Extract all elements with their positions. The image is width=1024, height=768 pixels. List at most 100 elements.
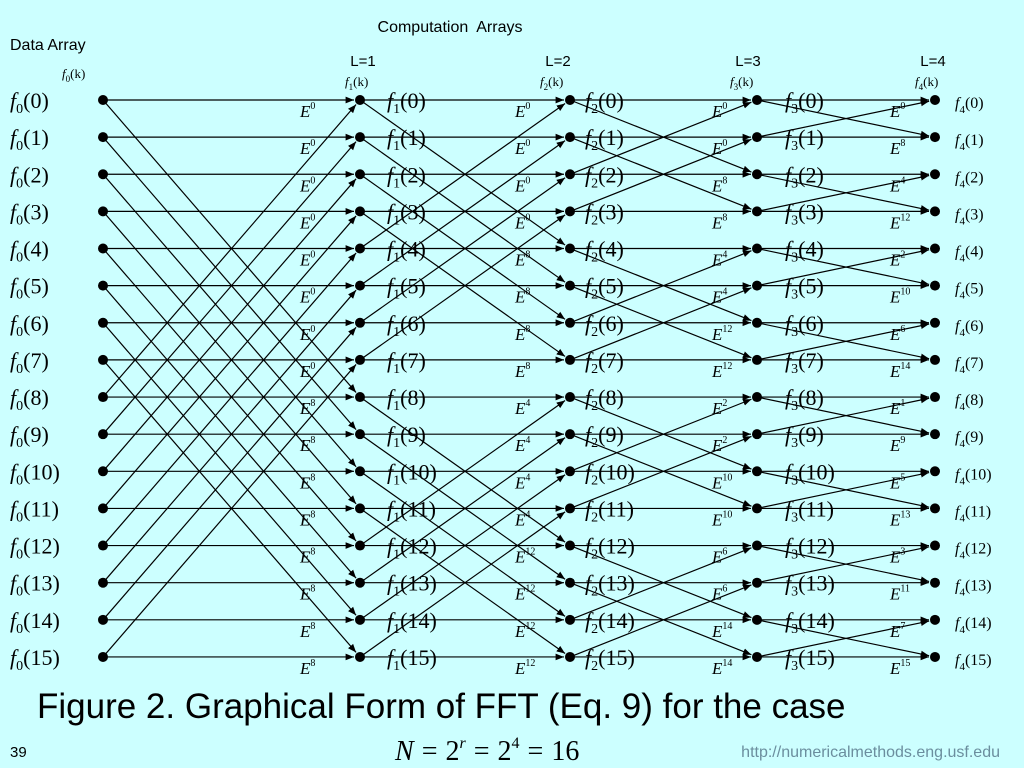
twiddle-base: E bbox=[889, 622, 901, 641]
butterfly-edge bbox=[569, 250, 752, 324]
column-subscript: 3 bbox=[791, 399, 798, 414]
header-arg: (k) bbox=[353, 74, 368, 89]
node-arg: (15) bbox=[965, 652, 992, 669]
twiddle-base: E bbox=[889, 510, 901, 529]
twiddle-base: E bbox=[514, 473, 526, 492]
twiddle-label: E12 bbox=[514, 584, 535, 604]
node-label: f2(2) bbox=[585, 162, 624, 191]
twiddle-base: E bbox=[711, 213, 723, 232]
node bbox=[752, 540, 762, 551]
butterfly-edge bbox=[359, 136, 566, 283]
function-name: f bbox=[730, 74, 736, 89]
function-name: f bbox=[10, 199, 19, 224]
twiddle-base: E bbox=[514, 102, 526, 121]
node-label: f1(15) bbox=[387, 645, 437, 674]
column-header: f3(k) bbox=[730, 74, 753, 92]
column-subscript: 0 bbox=[16, 213, 23, 228]
function-name: f bbox=[10, 608, 19, 633]
function-name: f bbox=[785, 162, 794, 187]
function-name: f bbox=[10, 571, 19, 596]
node bbox=[752, 429, 762, 440]
node-arg: (5) bbox=[400, 274, 426, 299]
node-arg: (2) bbox=[798, 162, 824, 187]
butterfly-edge bbox=[756, 545, 930, 584]
function-name: f bbox=[785, 311, 794, 336]
title: Computation Arrays bbox=[378, 19, 523, 36]
node-arg: (12) bbox=[598, 534, 635, 559]
butterfly-edge bbox=[359, 511, 566, 658]
column-subscript: 2 bbox=[544, 82, 549, 92]
node-arg: (11) bbox=[798, 496, 834, 521]
level-label: L=2 bbox=[545, 53, 570, 70]
twiddle-exponent: 2 bbox=[722, 435, 727, 446]
node-label: f0(12) bbox=[10, 534, 60, 563]
twiddle-base: E bbox=[514, 176, 526, 195]
node bbox=[752, 503, 762, 514]
function-name: f bbox=[585, 237, 594, 262]
twiddle-label: E9 bbox=[889, 435, 905, 455]
column-subscript: 4 bbox=[959, 364, 965, 376]
twiddle-label: E2 bbox=[711, 398, 727, 418]
twiddle-label: E12 bbox=[889, 212, 910, 232]
node bbox=[98, 206, 108, 217]
function-name: f bbox=[955, 429, 962, 446]
node-arg: (10) bbox=[798, 459, 835, 484]
node-arg: (4) bbox=[965, 244, 984, 261]
butterfly-edge bbox=[569, 287, 752, 361]
function-name: f bbox=[585, 608, 594, 633]
twiddle-exponent: 12 bbox=[525, 584, 535, 595]
node-arg: (9) bbox=[798, 422, 824, 447]
node bbox=[98, 392, 108, 403]
node-arg: (10) bbox=[598, 459, 635, 484]
node-label: f3(3) bbox=[785, 199, 824, 228]
node bbox=[355, 243, 365, 254]
node bbox=[930, 614, 940, 625]
twiddle-exponent: 0 bbox=[900, 101, 905, 112]
node-arg: (15) bbox=[23, 645, 60, 670]
butterfly-edge bbox=[102, 326, 357, 621]
node-label: f4(0) bbox=[955, 95, 984, 116]
butterfly-edge bbox=[359, 173, 566, 320]
node-label: f0(15) bbox=[10, 645, 60, 674]
twiddle-base: E bbox=[889, 176, 901, 195]
function-name: f bbox=[785, 199, 794, 224]
node-arg: (14) bbox=[798, 608, 835, 633]
node bbox=[752, 354, 762, 365]
twiddle-label: E8 bbox=[711, 212, 727, 232]
function-name: f bbox=[387, 199, 396, 224]
twiddle-exponent: 8 bbox=[310, 547, 315, 558]
butterfly-edge bbox=[102, 289, 357, 584]
node bbox=[355, 577, 365, 588]
column-subscript: 2 bbox=[591, 102, 598, 117]
twiddle-exponent: 8 bbox=[525, 324, 530, 335]
butterfly-edge bbox=[102, 322, 357, 616]
twiddle-base: E bbox=[889, 251, 901, 270]
node bbox=[565, 466, 575, 477]
function-name: f bbox=[387, 311, 396, 336]
node bbox=[355, 466, 365, 477]
function-name: f bbox=[585, 571, 594, 596]
butterfly-edge bbox=[569, 582, 752, 656]
node-arg: (9) bbox=[400, 422, 426, 447]
twiddle-label: E7 bbox=[889, 621, 905, 641]
function-name: f bbox=[387, 534, 396, 559]
function-name: f bbox=[10, 125, 19, 150]
node bbox=[565, 429, 575, 440]
node-label: f1(0) bbox=[387, 88, 426, 117]
twiddle-exponent: 0 bbox=[525, 138, 530, 149]
function-name: f bbox=[585, 88, 594, 113]
butterfly-edge bbox=[756, 173, 930, 212]
node-label: f2(6) bbox=[585, 311, 624, 340]
function-name: f bbox=[785, 274, 794, 299]
butterfly-edge bbox=[756, 322, 930, 361]
twiddle-exponent: 3 bbox=[900, 547, 905, 558]
butterfly-edge bbox=[359, 177, 566, 324]
butterfly-edge bbox=[359, 437, 566, 584]
twiddle-label: E2 bbox=[711, 435, 727, 455]
column-subscript: 3 bbox=[791, 176, 798, 191]
function-name: f bbox=[345, 74, 351, 89]
node bbox=[930, 503, 940, 514]
column-subscript: 3 bbox=[791, 622, 798, 637]
twiddle-label: E0 bbox=[299, 101, 315, 121]
node bbox=[355, 169, 365, 180]
